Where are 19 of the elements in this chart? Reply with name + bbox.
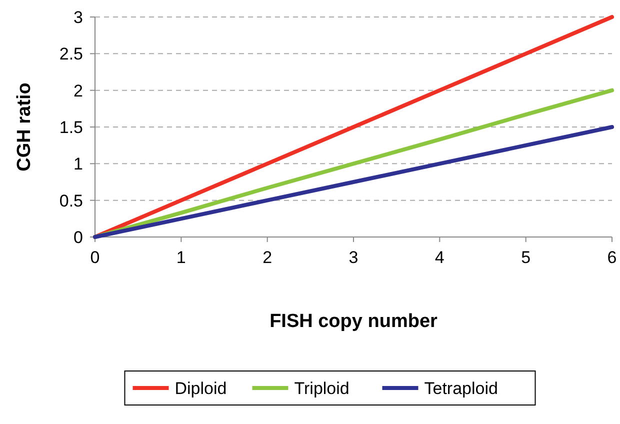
x-tick-label: 4 <box>434 248 444 267</box>
x-tick-label: 5 <box>521 248 531 267</box>
legend-label: Diploid <box>174 378 227 398</box>
y-tick-label: 1 <box>74 154 83 174</box>
y-tick-label: 0.5 <box>59 191 83 210</box>
y-axis-title: CGH ratio <box>14 82 35 172</box>
x-tick-label: 3 <box>348 248 358 267</box>
x-tick-label: 1 <box>176 248 186 267</box>
x-tick-label: 2 <box>262 248 272 267</box>
y-tick-label: 2 <box>74 81 83 100</box>
y-tick-label: 2.5 <box>59 44 83 64</box>
y-tick-label: 0 <box>74 228 83 247</box>
x-tick-label: 6 <box>607 248 617 267</box>
legend-label: Triploid <box>294 378 350 398</box>
legend-label: Tetraploid <box>424 378 498 398</box>
x-axis-title: FISH copy number <box>270 311 438 332</box>
y-tick-label: 1.5 <box>59 118 83 137</box>
x-tick-label: 0 <box>90 248 100 267</box>
y-tick-label: 3 <box>74 8 83 27</box>
